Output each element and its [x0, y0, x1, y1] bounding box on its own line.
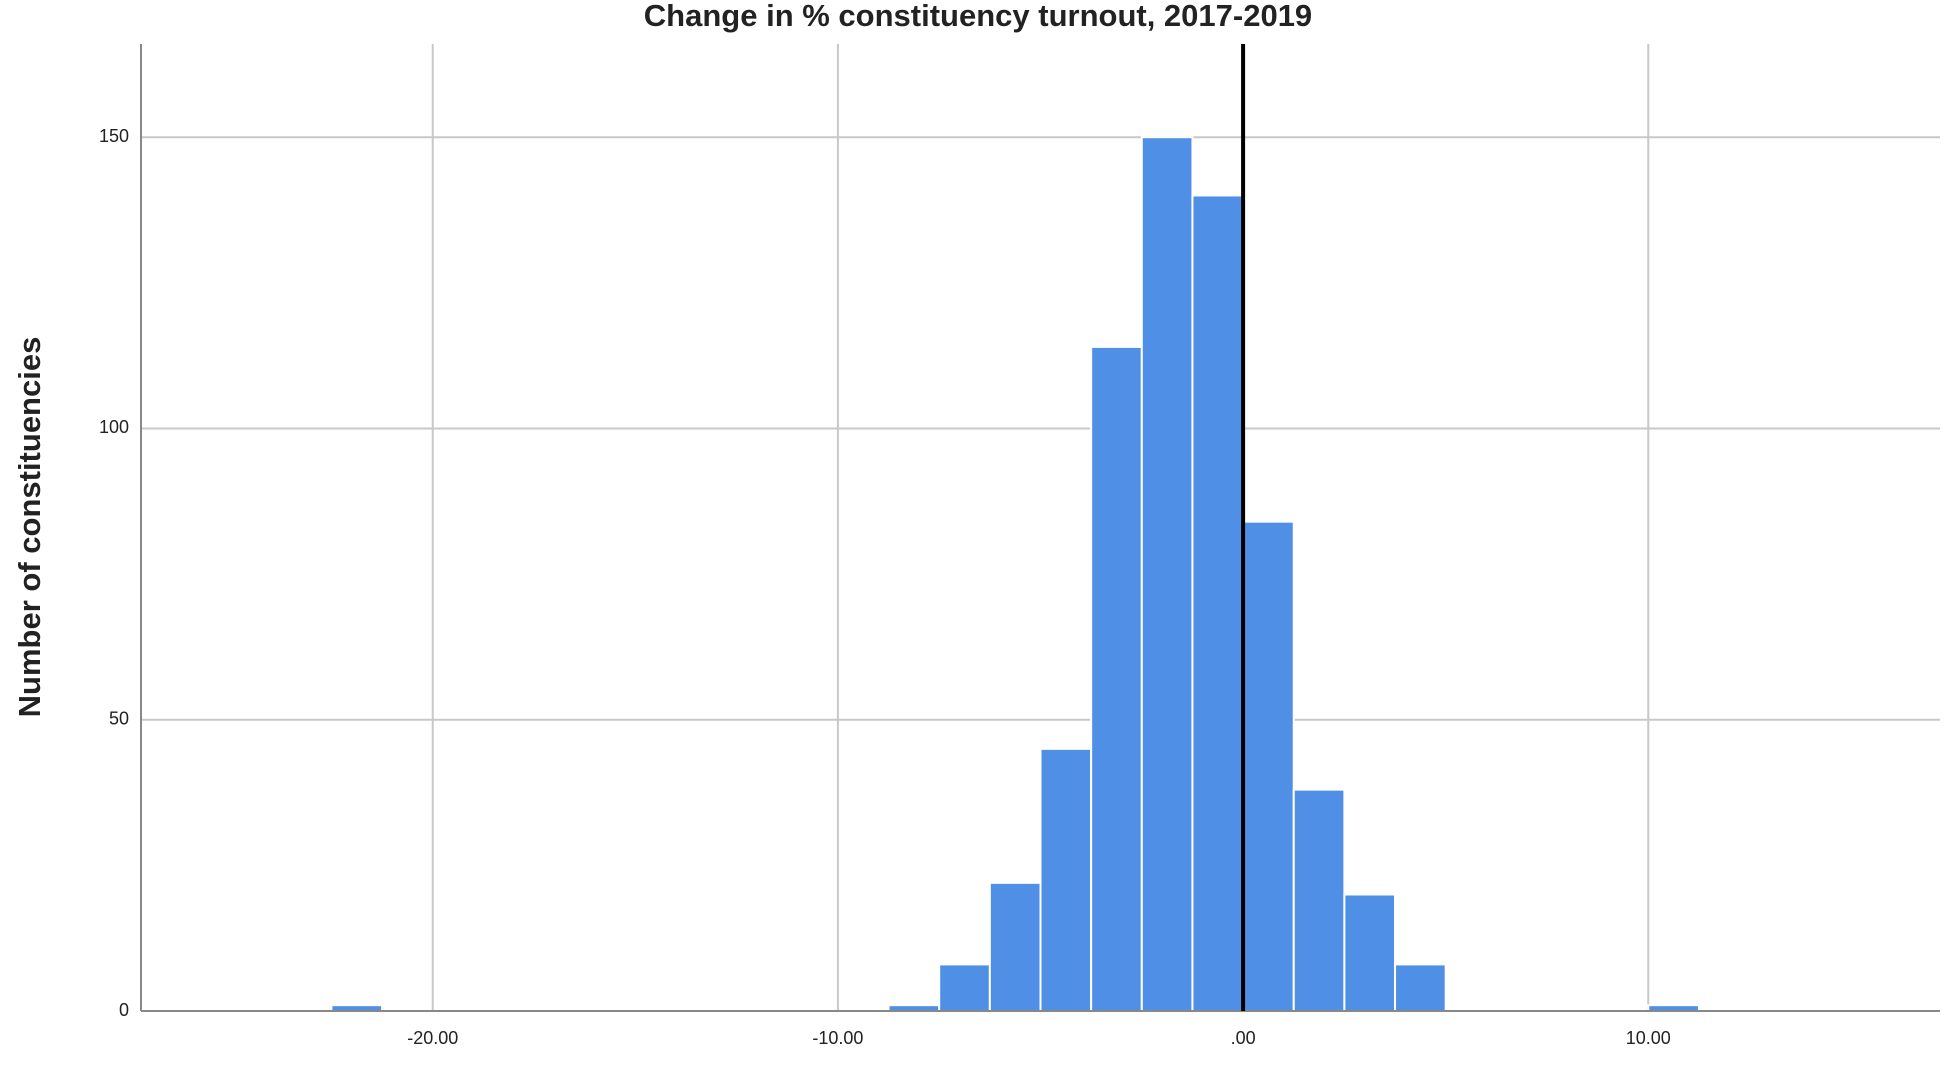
y-axis-title: Number of constituencies	[12, 337, 47, 718]
bar	[1191, 194, 1245, 1012]
bar	[1242, 520, 1295, 1012]
chart-title: Change in % constituency turnout, 2017-2…	[644, 0, 1312, 33]
x-tick-label: .00	[1231, 1028, 1256, 1048]
bar	[988, 881, 1042, 1013]
bar	[1140, 136, 1194, 1012]
bar	[1090, 345, 1143, 1012]
bar	[1394, 963, 1447, 1012]
bar	[1343, 893, 1397, 1012]
bar	[1292, 788, 1346, 1012]
y-tick-label: 150	[99, 126, 129, 146]
bar	[1039, 747, 1093, 1012]
y-tick-label: 50	[109, 708, 129, 728]
x-tick-label: -20.00	[407, 1028, 458, 1048]
x-tick-label: 10.00	[1626, 1028, 1671, 1048]
y-tick-label: 100	[99, 417, 129, 437]
bar	[938, 963, 991, 1012]
y-tick-label: 0	[119, 1000, 129, 1020]
x-tick-label: -10.00	[812, 1028, 863, 1048]
